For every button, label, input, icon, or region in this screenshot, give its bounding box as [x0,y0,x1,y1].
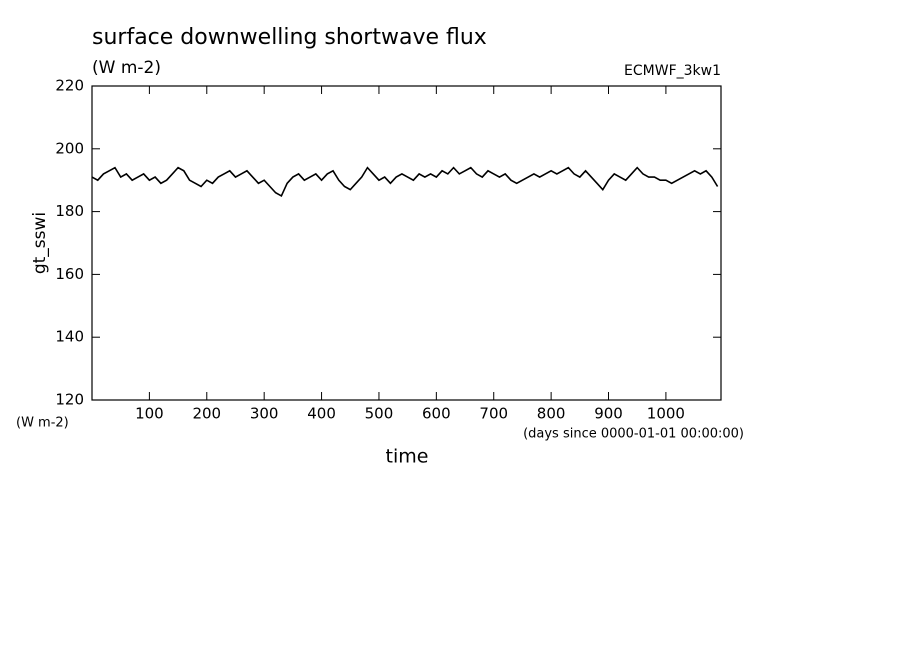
chart-subtitle: (W m-2) [92,58,161,78]
x-tick-label: 1000 [647,405,685,423]
y-axis-label: gt_sswi [30,212,50,274]
x-tick-label: 200 [192,405,221,423]
y-tick-label: 120 [55,391,84,409]
x-tick-label: 300 [250,405,279,423]
x-tick-label: 800 [537,405,566,423]
plot-frame [91,85,722,401]
chart-title: surface downwelling shortwave flux [92,25,487,50]
x-tick-label: 900 [594,405,623,423]
y-tick-label: 180 [55,202,84,220]
x-axis-label: time [386,446,429,468]
x-tick-label: 700 [479,405,508,423]
x-tick-label: 500 [365,405,394,423]
y-tick-label: 160 [55,265,84,283]
x-tick-label: 100 [135,405,164,423]
x-unit: (days since 0000-01-01 00:00:00) [523,427,744,442]
x-tick-label: 400 [307,405,336,423]
y-tick-label: 140 [55,328,84,346]
y-unit: (W m-2) [16,416,69,431]
data-line [91,166,719,198]
x-tick-label: 600 [422,405,451,423]
y-tick-label: 220 [55,77,84,95]
annotation: ECMWF_3kw1 [624,63,721,79]
y-tick-label: 200 [55,139,84,157]
